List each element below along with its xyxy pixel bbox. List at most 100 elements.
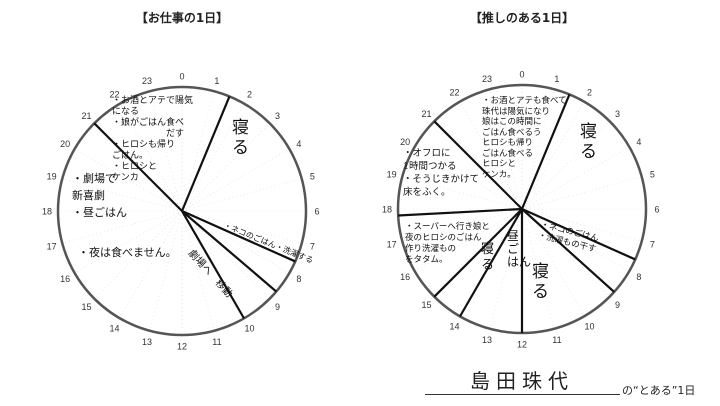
segment-boundary-line: [93, 122, 183, 212]
hour-label: 0: [519, 70, 524, 80]
note-oshi-bath: ・オフロに 1時間つかる ・そうじきかけて 床をふく。: [403, 148, 480, 198]
segment-boundary-line: [521, 208, 615, 293]
segment-boundary-line: [433, 120, 523, 210]
note-oshi-supermarket: ・スーパーへ行き娘と 夜のヒロシのごはん 作り洗濯もの をタタム。: [405, 222, 490, 265]
hour-label: 19: [47, 172, 57, 182]
hour-label: 8: [636, 272, 641, 282]
hour-guide-line: [521, 208, 630, 272]
hour-label: 14: [449, 321, 459, 331]
segment-boundary-line: [181, 210, 278, 293]
hour-label: 8: [296, 274, 301, 284]
hour-label: 23: [482, 74, 492, 84]
hour-label: 16: [60, 274, 70, 284]
hour-guide-line: [119, 103, 183, 212]
hour-label: 17: [387, 239, 397, 249]
hour-label: 21: [422, 109, 432, 119]
hour-guide-line: [414, 146, 523, 210]
hour-label: 2: [247, 90, 252, 100]
hour-guide-line: [521, 176, 642, 210]
hour-guide-line: [414, 208, 523, 272]
hour-label: 3: [615, 109, 620, 119]
hour-guide-line: [181, 178, 302, 212]
hour-label: 12: [177, 342, 187, 352]
hour-label: 18: [42, 207, 52, 217]
hour-label: 13: [482, 335, 492, 345]
hour-guide-line: [181, 210, 290, 274]
author-name: 島田珠代: [470, 369, 574, 393]
segment-boundary-line: [398, 207, 523, 217]
note-oshi-lunch: 昼 ご はん: [507, 229, 532, 269]
hour-guide-line: [521, 101, 585, 210]
hour-label: 0: [179, 72, 184, 82]
hour-label: 6: [654, 205, 659, 215]
hour-guide-line: [62, 178, 183, 212]
hour-guide-line: [181, 123, 270, 212]
segment-boundary-line: [180, 96, 231, 212]
hour-label: 22: [109, 90, 119, 100]
footer-suffix: の“とある”1日: [622, 384, 696, 397]
note-oshi-sleep1: 寝 る: [580, 122, 597, 162]
hour-guide-line: [62, 210, 183, 244]
hour-label: 23: [142, 76, 152, 86]
segment-boundary-line: [521, 207, 636, 261]
hour-guide-line: [181, 148, 290, 212]
hour-guide-line: [181, 103, 245, 212]
hour-label: 14: [109, 323, 119, 333]
hour-label: 20: [400, 137, 410, 147]
hour-label: 10: [584, 321, 594, 331]
hour-guide-line: [181, 210, 215, 331]
segment-boundary-line: [181, 209, 296, 263]
hour-label: 20: [60, 139, 70, 149]
note-work-sleep: 寝 る: [232, 118, 249, 158]
hour-label: 4: [636, 137, 641, 147]
hour-guide-line: [74, 148, 183, 212]
hour-guide-line: [402, 176, 523, 210]
hour-label: 11: [212, 337, 221, 347]
hour-guide-line: [149, 210, 183, 331]
hour-label: 15: [422, 300, 432, 310]
chart-title-oshi: 【推しのある1日】: [469, 11, 575, 25]
hour-guide-line: [181, 91, 215, 212]
note-work-evening: ・お酒とアテで陽気 になる ・娘がごはん食べ だす ・ヒロシも帰り ごはん。 ・…: [112, 96, 194, 183]
hour-guide-line: [521, 89, 555, 210]
hour-guide-line: [521, 208, 555, 329]
hour-label: 4: [296, 139, 301, 149]
hour-label: 16: [400, 272, 410, 282]
hour-guide-line: [149, 91, 183, 212]
hour-guide-line: [489, 89, 523, 210]
hour-label: 9: [615, 300, 620, 310]
note-work-theater: ・劇場で 新喜劇 ・昼ごはん: [72, 172, 127, 219]
note-oshi-evening: ・お酒とアテも食べて 珠代は陽気になり 娘はこの時間に ごはん食べるう ヒロシも…: [482, 96, 567, 180]
hour-guide-line: [459, 101, 523, 210]
hour-label: 7: [650, 239, 655, 249]
hour-label: 3: [275, 111, 280, 121]
note-work-nodinner: ・夜は食べません。: [78, 246, 177, 259]
segment-boundary-line: [181, 210, 245, 319]
hour-guide-line: [181, 210, 270, 299]
segment-boundary-line: [459, 208, 523, 317]
hour-label: 10: [244, 323, 254, 333]
hour-label: 2: [587, 88, 592, 98]
hour-label: 19: [387, 170, 397, 180]
hour-guide-line: [119, 210, 183, 319]
hour-guide-line: [521, 208, 585, 317]
hour-guide-line: [521, 146, 630, 210]
hour-label: 18: [382, 205, 392, 215]
chart-title-work: 【お仕事の1日】: [135, 11, 229, 25]
hour-label: 15: [82, 302, 92, 312]
hour-label: 5: [650, 170, 655, 180]
hour-guide-line: [74, 210, 183, 274]
hour-guide-line: [402, 208, 523, 242]
hour-label: 1: [214, 76, 219, 86]
hour-guide-line: [521, 121, 610, 210]
hour-label: 11: [552, 335, 561, 345]
name-underline: [425, 394, 620, 395]
hour-label: 17: [47, 241, 57, 251]
hour-guide-line: [94, 210, 183, 299]
segment-boundary-line: [433, 208, 523, 298]
note-oshi-nap: 寝 る: [481, 242, 495, 273]
hour-label: 12: [517, 340, 527, 350]
hour-label: 13: [142, 337, 152, 347]
hour-label: 22: [449, 88, 459, 98]
